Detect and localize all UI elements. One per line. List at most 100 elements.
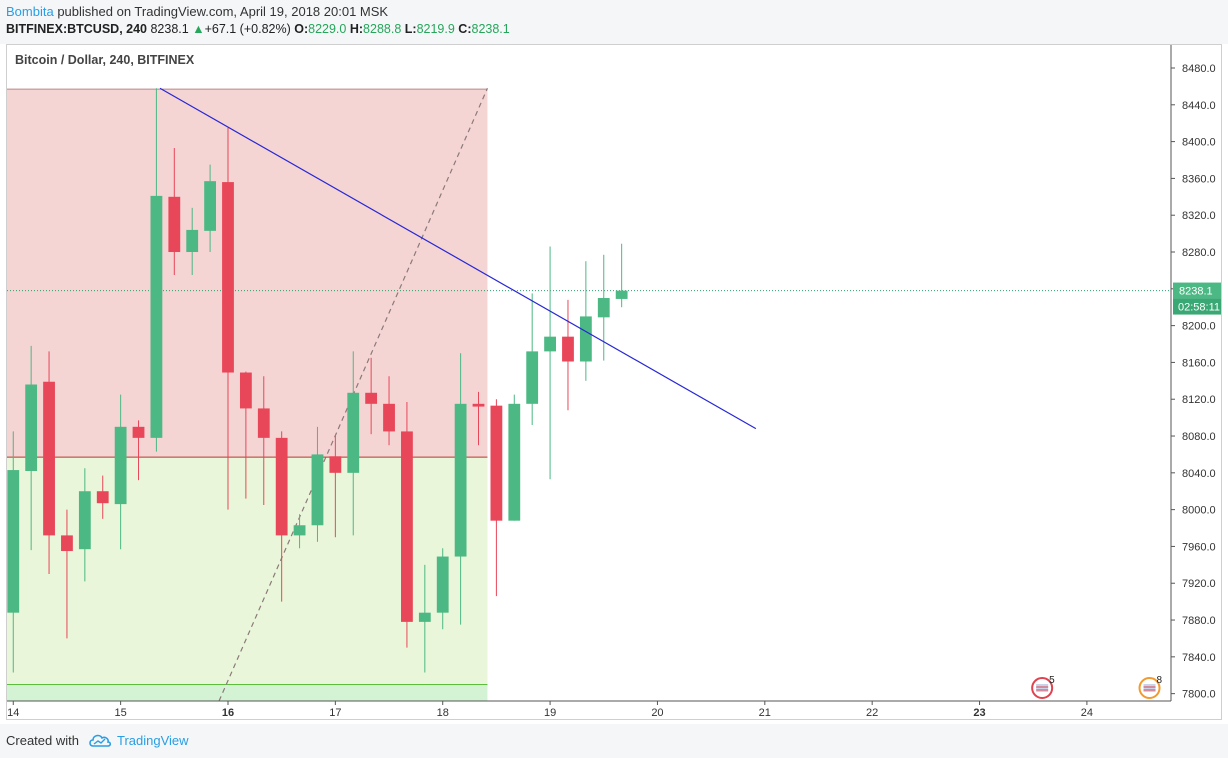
y-tick-label: 7920.0 bbox=[1182, 578, 1216, 590]
candle bbox=[365, 357, 378, 435]
y-tick-label: 8480.0 bbox=[1182, 63, 1216, 75]
x-tick-label: 19 bbox=[544, 707, 556, 719]
candle bbox=[401, 401, 413, 648]
candle-body bbox=[490, 405, 503, 521]
y-tick-label: 8320.0 bbox=[1182, 210, 1216, 222]
candle bbox=[25, 345, 38, 551]
candle bbox=[132, 420, 145, 481]
open-label: O: bbox=[294, 22, 309, 36]
tradingview-link[interactable]: TradingView bbox=[117, 733, 189, 748]
candle bbox=[615, 243, 628, 308]
candle-body bbox=[615, 290, 628, 299]
lower-support-zone bbox=[7, 684, 488, 701]
event-marker-flag-icon: 8 bbox=[1138, 675, 1163, 699]
y-tick-label: 8000.0 bbox=[1182, 505, 1216, 517]
x-tick-label: 15 bbox=[115, 707, 127, 719]
candle-body bbox=[150, 195, 163, 438]
y-tick-label: 8280.0 bbox=[1182, 247, 1216, 259]
y-tick-label: 8040.0 bbox=[1182, 468, 1216, 480]
countdown-label: 02:58:11 bbox=[1178, 302, 1220, 314]
tradingview-cloud-icon bbox=[89, 734, 112, 747]
candle-body bbox=[526, 351, 539, 404]
candle bbox=[293, 514, 306, 549]
header-bar: Bombita published on TradingView.com, Ap… bbox=[0, 0, 1228, 44]
y-tick-label: 8400.0 bbox=[1182, 137, 1216, 149]
us-flag-shape bbox=[1036, 684, 1049, 692]
y-tick-label: 7960.0 bbox=[1182, 541, 1216, 553]
close-label: C: bbox=[458, 22, 472, 36]
event-marker-flag-icon: 5 bbox=[1031, 675, 1055, 699]
candle bbox=[204, 164, 217, 253]
candle bbox=[275, 431, 288, 602]
candle bbox=[579, 261, 592, 381]
x-axis: 14 15 16 17 18 19 20 21 22 23 24 bbox=[7, 701, 1093, 719]
candle-body bbox=[222, 182, 234, 373]
candle bbox=[454, 353, 467, 625]
y-tick-label: 8440.0 bbox=[1182, 100, 1216, 112]
candle-body bbox=[168, 196, 181, 253]
candle bbox=[597, 254, 610, 361]
ohlc-legend: BITFINEX:BTCUSD, 240 8238.1 ▲+67.1 (+0.8… bbox=[6, 22, 510, 36]
us-flag-shape bbox=[1143, 684, 1156, 692]
candle-body bbox=[311, 454, 324, 526]
candle bbox=[257, 376, 270, 506]
symbol-label: BITFINEX:BTCUSD, 240 bbox=[6, 22, 147, 36]
candle-body bbox=[61, 535, 73, 552]
y-tick-label: 7840.0 bbox=[1182, 652, 1216, 664]
author-link[interactable]: Bombita bbox=[6, 4, 54, 19]
y-tick-label: 8200.0 bbox=[1182, 321, 1216, 333]
y-tick-label: 7880.0 bbox=[1182, 615, 1216, 627]
candle-body bbox=[25, 384, 38, 471]
candle-body bbox=[401, 431, 413, 622]
last-price-label: 8238.1 bbox=[1179, 286, 1213, 298]
y-tick-label: 7800.0 bbox=[1182, 689, 1216, 701]
candle-body bbox=[275, 437, 288, 536]
high-label: H: bbox=[349, 22, 364, 36]
created-with-text: Created with bbox=[6, 733, 79, 748]
candle-body bbox=[43, 381, 55, 536]
y-tick-label: 8080.0 bbox=[1182, 431, 1216, 443]
x-tick-label: 20 bbox=[651, 707, 663, 719]
candle-body bbox=[436, 556, 449, 613]
candle bbox=[311, 426, 324, 542]
footer-bar bbox=[0, 724, 1228, 758]
low-value: 8219.9 bbox=[416, 22, 455, 36]
candle bbox=[490, 399, 503, 597]
candle-body bbox=[383, 403, 395, 432]
candle bbox=[168, 148, 181, 276]
candle-body bbox=[418, 612, 431, 622]
candle-body bbox=[293, 525, 306, 536]
last-price: 8238.1 bbox=[150, 22, 189, 36]
publish-info: Bombita published on TradingView.com, Ap… bbox=[6, 4, 388, 19]
candle-body bbox=[365, 392, 378, 404]
candle-body bbox=[114, 426, 127, 505]
candle bbox=[222, 127, 234, 510]
up-arrow-icon: ▲ bbox=[192, 22, 205, 36]
candle-body bbox=[7, 470, 20, 613]
y-tick-label: 8360.0 bbox=[1182, 173, 1216, 185]
low-label: L: bbox=[404, 22, 417, 36]
candle bbox=[239, 371, 252, 499]
candle bbox=[96, 475, 109, 519]
x-tick-label: 17 bbox=[329, 707, 341, 719]
candle bbox=[418, 564, 431, 673]
event-marker-count: 5 bbox=[1049, 675, 1055, 686]
x-tick-label: 21 bbox=[759, 707, 771, 719]
chart-title: Bitcoin / Dollar, 240, BITFINEX bbox=[15, 53, 195, 67]
candle-body bbox=[204, 181, 217, 231]
candle bbox=[61, 509, 73, 639]
candle-body bbox=[186, 229, 199, 253]
candle-body bbox=[597, 298, 610, 318]
candle-body bbox=[257, 408, 270, 438]
x-tick-label: 22 bbox=[866, 707, 878, 719]
candle bbox=[347, 351, 360, 536]
candle-body bbox=[132, 426, 145, 438]
trendline bbox=[159, 87, 757, 430]
candle bbox=[472, 391, 485, 446]
candle bbox=[526, 293, 539, 425]
candle-body bbox=[508, 403, 521, 521]
candle bbox=[508, 394, 521, 521]
candle bbox=[544, 246, 556, 480]
candle bbox=[383, 376, 395, 446]
